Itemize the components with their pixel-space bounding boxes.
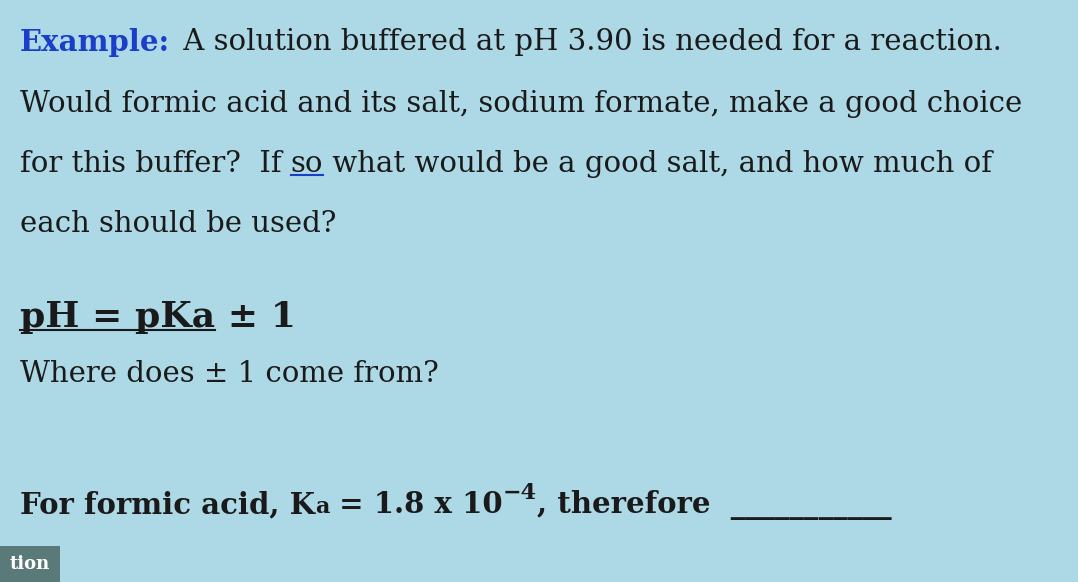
Text: = 1.8 x 10: = 1.8 x 10: [330, 490, 503, 519]
Text: so: so: [291, 150, 323, 178]
Text: Would formic acid and its salt, sodium formate, make a good choice: Would formic acid and its salt, sodium f…: [20, 90, 1022, 118]
Text: Where does ± 1 come from?: Where does ± 1 come from?: [20, 360, 439, 388]
Text: for this buffer?  If: for this buffer? If: [20, 150, 291, 178]
FancyBboxPatch shape: [0, 546, 60, 582]
Text: a: a: [315, 496, 330, 519]
Text: A solution buffered at pH 3.90 is needed for a reaction.: A solution buffered at pH 3.90 is needed…: [175, 28, 1003, 56]
Text: −4: −4: [503, 482, 537, 504]
Text: pH = pKa ± 1: pH = pKa ± 1: [20, 300, 296, 334]
Text: Example:: Example:: [20, 28, 170, 57]
Text: , therefore  ___________: , therefore ___________: [537, 490, 892, 520]
Text: what would be a good salt, and how much of: what would be a good salt, and how much …: [323, 150, 993, 178]
Text: For formic acid, K: For formic acid, K: [20, 490, 315, 519]
Text: tion: tion: [10, 555, 50, 573]
Text: each should be used?: each should be used?: [20, 210, 336, 238]
